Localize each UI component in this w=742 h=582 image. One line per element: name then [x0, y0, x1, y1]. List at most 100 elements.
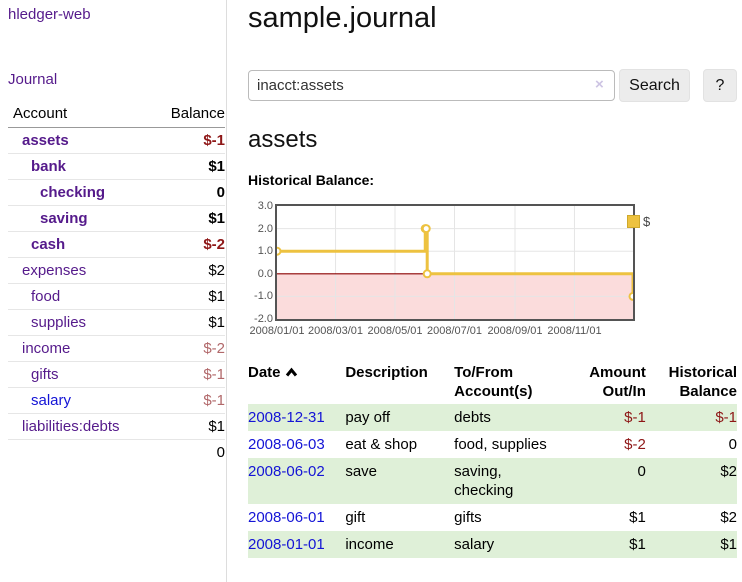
y-axis-tick-label: 0.0	[257, 267, 273, 280]
x-axis-tick-label: 2008/11/01	[547, 325, 602, 337]
search-input[interactable]	[248, 70, 615, 101]
transaction-date-link[interactable]: 2008-06-03	[248, 436, 325, 453]
sidebar-item-journal[interactable]: Journal	[8, 71, 58, 88]
transaction-amount: $-2	[624, 436, 646, 453]
help-button[interactable]: ?	[703, 69, 737, 102]
transaction-description: pay off	[345, 409, 391, 426]
app-title-link[interactable]: hledger-web	[8, 6, 91, 23]
account-link-cash[interactable]: cash	[31, 236, 66, 253]
account-row: income $-2	[8, 335, 225, 362]
account-link-gifts[interactable]: gifts	[31, 366, 59, 383]
transaction-date-link[interactable]: 2008-06-01	[248, 509, 325, 526]
account-balance: 0	[149, 179, 225, 206]
account-row: assets $-1	[8, 127, 225, 154]
account-link-checking[interactable]: checking	[40, 184, 106, 201]
legend-label: $	[643, 214, 651, 229]
account-balance: $1	[149, 309, 225, 336]
main-content: sample.journal × Search ? assets Histori…	[248, 0, 742, 582]
x-axis-tick-label: 2008/03/01	[307, 325, 364, 337]
accounts-body: assets $-1 bank $1 checking 0 saving $1 cash $-2 e…	[8, 127, 225, 440]
transaction-accounts: saving, checking	[454, 463, 514, 499]
transaction-accounts: food, supplies	[454, 436, 547, 453]
register-header-row: Date Description To/From Account(s) Amou…	[248, 360, 737, 404]
transaction-accounts: debts	[454, 409, 491, 426]
account-row: saving $1	[8, 205, 225, 232]
y-axis-tick-label: 3.0	[257, 200, 273, 212]
account-balance: $-2	[149, 231, 225, 258]
account-balance: $1	[149, 205, 225, 232]
transaction-date-link[interactable]: 2008-06-02	[248, 463, 325, 480]
accounts-total-row: 0	[8, 439, 225, 465]
register-col-accounts: To/From Account(s)	[454, 364, 533, 400]
x-axis-tick-label: 2008/05/01	[367, 325, 423, 337]
account-link-liabilities-debts[interactable]: liabilities:debts	[22, 418, 120, 435]
account-balance: $2	[149, 257, 225, 284]
sidebar: hledger-web Journal Account Balance asse…	[0, 0, 227, 582]
account-link-supplies[interactable]: supplies	[31, 314, 87, 331]
register-row: 2008-06-01 gift gifts $1 $2	[248, 504, 737, 531]
register-row: 2008-01-01 income salary $1 $1	[248, 531, 737, 558]
register-row: 2008-06-03 eat & shop food, supplies $-2 0	[248, 431, 737, 458]
transaction-amount: 0	[637, 463, 646, 480]
transaction-date-link[interactable]: 2008-01-01	[248, 536, 325, 553]
account-row: liabilities:debts $1	[8, 413, 225, 440]
transaction-date-link[interactable]: 2008-12-31	[248, 409, 325, 426]
chart-plot-area: $	[275, 204, 652, 321]
account-row: gifts $-1	[8, 361, 225, 388]
account-link-assets[interactable]: assets	[22, 132, 69, 149]
accounts-total-value: 0	[149, 439, 225, 465]
x-axis-tick-label: 2008/07/01	[426, 325, 483, 337]
transaction-description: income	[345, 536, 394, 553]
search-row: × Search ?	[248, 69, 742, 103]
accounts-table: Account Balance assets $-1 bank $1 checking 0…	[8, 103, 225, 465]
register-col-amount: Amount Out/In	[589, 364, 646, 400]
transaction-description: eat & shop	[345, 436, 418, 453]
transaction-amount: $1	[629, 536, 646, 553]
account-row: expenses $2	[8, 257, 225, 284]
register-col-date[interactable]: Date	[248, 360, 345, 404]
transaction-accounts: gifts	[454, 509, 482, 526]
account-row: checking 0	[8, 179, 225, 206]
account-link-expenses[interactable]: expenses	[22, 262, 87, 279]
transaction-balance: 0	[728, 436, 737, 453]
search-button[interactable]: Search	[619, 69, 690, 102]
account-link-bank[interactable]: bank	[31, 158, 67, 175]
register-table: Date Description To/From Account(s) Amou…	[248, 360, 737, 558]
account-balance: $-2	[149, 335, 225, 362]
transaction-balance: $-1	[715, 409, 737, 426]
account-row: food $1	[8, 283, 225, 310]
account-link-salary[interactable]: salary	[31, 392, 72, 409]
account-balance: $-1	[149, 127, 225, 154]
account-balance: $-1	[149, 361, 225, 388]
register-col-description: Description	[345, 364, 428, 381]
transaction-balance: $2	[720, 463, 737, 480]
account-balance: $-1	[149, 387, 225, 414]
register-row: 2008-06-02 save saving, checking 0 $2	[248, 458, 737, 504]
clear-icon[interactable]: ×	[595, 76, 604, 93]
chevron-up-icon	[285, 364, 298, 383]
chart-series-svg	[277, 206, 633, 319]
account-heading: assets	[248, 126, 318, 153]
accounts-col-account: Account	[8, 103, 150, 128]
account-link-income[interactable]: income	[22, 340, 71, 357]
account-row: bank $1	[8, 153, 225, 180]
account-row: salary $-1	[8, 387, 225, 414]
transaction-description: save	[345, 463, 377, 480]
y-axis-tick-label: 1.0	[257, 245, 273, 258]
account-link-saving[interactable]: saving	[40, 210, 88, 227]
transaction-description: gift	[345, 509, 366, 526]
account-link-food[interactable]: food	[31, 288, 61, 305]
register-row: 2008-12-31 pay off debts $-1 $-1	[248, 404, 737, 431]
register-col-balance: Historical Balance	[668, 364, 737, 400]
x-axis-tick-label: 2008/01/01	[249, 325, 305, 337]
legend-swatch-icon	[627, 215, 640, 228]
y-axis-tick-label: -2.0	[254, 313, 273, 325]
transaction-amount: $-1	[624, 409, 646, 426]
transaction-amount: $1	[629, 509, 646, 526]
x-axis-tick-label: 2008/09/01	[487, 325, 543, 337]
transaction-balance: $2	[720, 509, 737, 526]
chart-heading: Historical Balance:	[248, 172, 375, 188]
account-row: cash $-2	[8, 231, 225, 258]
chart-legend: $	[626, 214, 652, 229]
transaction-accounts: salary	[454, 536, 495, 553]
